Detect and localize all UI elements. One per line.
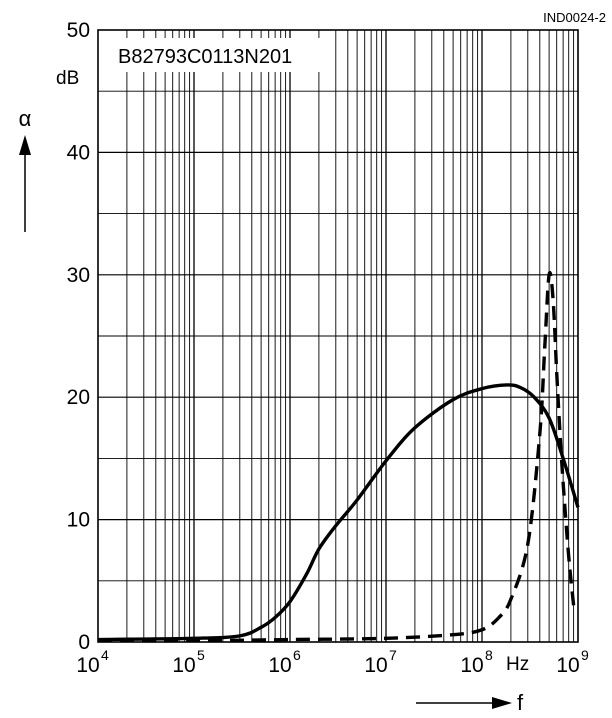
x-tick-label: 10 9	[556, 647, 589, 677]
part-number-box	[110, 38, 330, 72]
x-unit-box	[500, 648, 538, 674]
x-tick-exponent: 8	[485, 647, 493, 663]
grid	[98, 30, 578, 642]
x-tick-label: 10 7	[364, 647, 397, 677]
y-tick-label: 0	[78, 631, 90, 654]
chart-title: B82793C0113N201	[118, 46, 292, 68]
x-tick-base: 10	[460, 654, 483, 677]
x-tick-label: 10 5	[172, 647, 205, 677]
x-tick-label: 10 8	[460, 647, 493, 677]
x-axis-arrow-head	[492, 697, 512, 709]
x-tick-base: 10	[364, 654, 387, 677]
figure-reference: IND0024-2	[543, 10, 606, 25]
series-layer	[97, 271, 580, 643]
x-tick-base: 10	[172, 654, 195, 677]
x-tick-labels: 10 4 10 5 10 6 10 7 10 8 10 9	[76, 647, 589, 677]
x-axis-unit: Hz	[506, 654, 529, 675]
x-tick-exponent: 5	[197, 647, 205, 663]
x-tick-exponent: 6	[293, 647, 301, 663]
y-tick-label: 40	[67, 141, 90, 164]
y-tick-label: 30	[67, 264, 90, 287]
x-tick-base: 10	[268, 654, 291, 677]
series-line-dashed	[97, 271, 576, 643]
x-tick-label: 10 6	[268, 647, 301, 677]
x-tick-exponent: 7	[389, 647, 397, 663]
y-unit-box	[46, 64, 90, 90]
series-line-solid	[97, 383, 580, 642]
y-tick-labels: 0 10 20 30 40 50	[67, 19, 90, 654]
y-tick-label: 20	[67, 386, 90, 409]
x-axis-label: f	[517, 690, 524, 715]
y-axis-unit: dB	[56, 68, 79, 89]
x-tick-base: 10	[556, 654, 579, 677]
y-axis-arrow-head	[19, 135, 31, 155]
x-tick-label: 10 4	[76, 647, 109, 677]
y-tick-label: 50	[67, 19, 90, 42]
x-tick-exponent: 4	[101, 647, 109, 663]
x-tick-exponent: 9	[581, 647, 589, 663]
y-tick-label: 10	[67, 509, 90, 532]
plot-frame	[97, 29, 579, 643]
x-tick-base: 10	[76, 654, 99, 677]
y-axis-label: α	[19, 106, 32, 131]
